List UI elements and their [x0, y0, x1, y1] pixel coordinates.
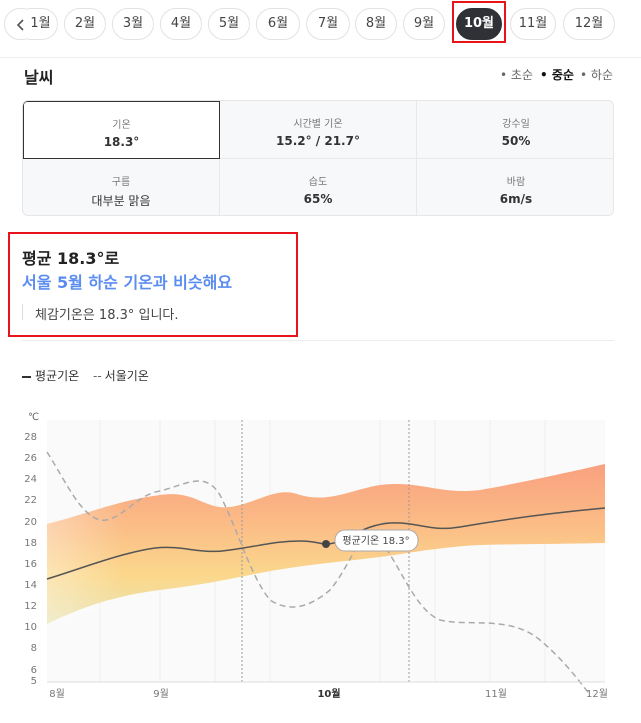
segment-late[interactable]: • 하순: [580, 68, 613, 82]
active-month-highlight: [452, 1, 506, 43]
y-tick: 6: [31, 665, 37, 676]
stat-rain-days: 강수일 50%: [417, 101, 613, 159]
month-tab-11[interactable]: 11월: [510, 8, 556, 40]
average-temperature-line: [46, 507, 606, 580]
band-fade: [47, 494, 240, 624]
y-tick: 16: [24, 559, 37, 570]
average-tooltip: [334, 529, 419, 552]
month-tab-3[interactable]: 3월: [112, 8, 154, 40]
dashed-line-icon: --: [93, 369, 102, 383]
y-axis-unit: ℃: [28, 412, 39, 423]
solid-line-icon: [22, 375, 31, 378]
chevron-left-icon: [16, 19, 24, 31]
y-tick: 26: [24, 453, 37, 464]
y-tick: 20: [24, 517, 37, 528]
summary-average: 평균 18.3°로: [22, 249, 120, 268]
month-tab-10[interactable]: 10월: [456, 8, 502, 40]
stat-temperature: 기온 18.3°: [23, 101, 220, 159]
month-tab-1[interactable]: 1월: [28, 8, 58, 40]
stat-label: 강수일: [502, 119, 530, 130]
y-tick: 18: [24, 538, 37, 549]
month-tab-4[interactable]: 4월: [160, 8, 202, 40]
weather-title: 날씨: [24, 68, 54, 87]
seoul-temperature-line: [46, 451, 591, 696]
x-axis-ticks: 8월 9월 10월 11월 12월: [49, 688, 608, 700]
x-tick: 12월: [586, 688, 608, 700]
month-tab-2[interactable]: 2월: [64, 8, 106, 40]
y-axis-ticks: 28 26 24 22 20 18 16 14 12 10 8 6 5: [24, 432, 37, 687]
stat-value: 65%: [303, 192, 333, 206]
segment-early[interactable]: • 초순: [500, 68, 533, 82]
average-point-marker: [322, 540, 330, 548]
stat-wind: 바람 6m/s: [417, 159, 613, 215]
stat-label: 바람: [506, 177, 526, 188]
y-tick: 28: [24, 432, 37, 443]
x-tick-current: 10월: [317, 688, 340, 700]
y-tick: 22: [24, 495, 37, 506]
month-tab-8[interactable]: 8월: [355, 8, 397, 40]
x-tick: 11월: [485, 688, 507, 700]
segment-mid[interactable]: • 중순: [540, 68, 574, 82]
stat-label: 기온: [112, 120, 131, 131]
summary-feels-like: 체감기온은 18.3° 입니다.: [35, 308, 179, 323]
legend-average: 평균기온: [22, 367, 79, 384]
weather-stats-grid: 기온 18.3° 시간별 기온 15.2° / 21.7° 강수일 50% 구름…: [22, 100, 614, 216]
x-tick: 9월: [153, 688, 169, 700]
stat-cloud: 구름 대부분 맑음: [23, 159, 220, 215]
y-tick: 10: [24, 622, 37, 633]
average-tooltip-label: 평균기온 18.3°: [342, 535, 409, 547]
summary-highlight-frame: [8, 232, 298, 337]
section-divider: [22, 340, 614, 341]
legend-seoul: -- 서울기온: [93, 369, 149, 383]
month-tab-7[interactable]: 7월: [306, 8, 350, 40]
y-tick: 24: [24, 474, 37, 485]
month-tab-9[interactable]: 9월: [403, 8, 445, 40]
stat-value: 50%: [501, 134, 531, 148]
month-tab-bar: 1월 2월 3월 4월 5월 6월 7월 8월 9월 10월 11월 12월: [0, 0, 641, 58]
stat-label: 구름: [111, 177, 131, 188]
month-tab-6[interactable]: 6월: [256, 8, 300, 40]
x-tick: 8월: [49, 688, 65, 700]
y-tick: 8: [31, 643, 37, 654]
month-tab-5[interactable]: 5월: [208, 8, 250, 40]
y-tick: 5: [31, 676, 37, 687]
month-tab-12[interactable]: 12월: [563, 8, 615, 40]
stat-humidity: 습도 65%: [220, 159, 417, 215]
stat-label: 습도: [308, 177, 328, 188]
stat-value: 18.3°: [103, 135, 140, 149]
stat-value: 15.2° / 21.7°: [276, 134, 360, 148]
stat-label: 시간별 기온: [293, 119, 343, 130]
stat-value: 대부분 맑음: [91, 194, 151, 208]
summary-comparison: 서울 5월 하순 기온과 비슷해요: [22, 273, 233, 292]
summary-quote-bar: [22, 304, 23, 320]
y-tick: 14: [24, 580, 37, 591]
stat-hourly-temperature: 시간별 기온 15.2° / 21.7°: [220, 101, 417, 159]
y-tick: 12: [24, 601, 37, 612]
stat-value: 6m/s: [499, 192, 533, 206]
temperature-chart: 평균기온 18.3° ℃ 28 26 24 22 20 18 16 14 12 …: [24, 412, 608, 700]
